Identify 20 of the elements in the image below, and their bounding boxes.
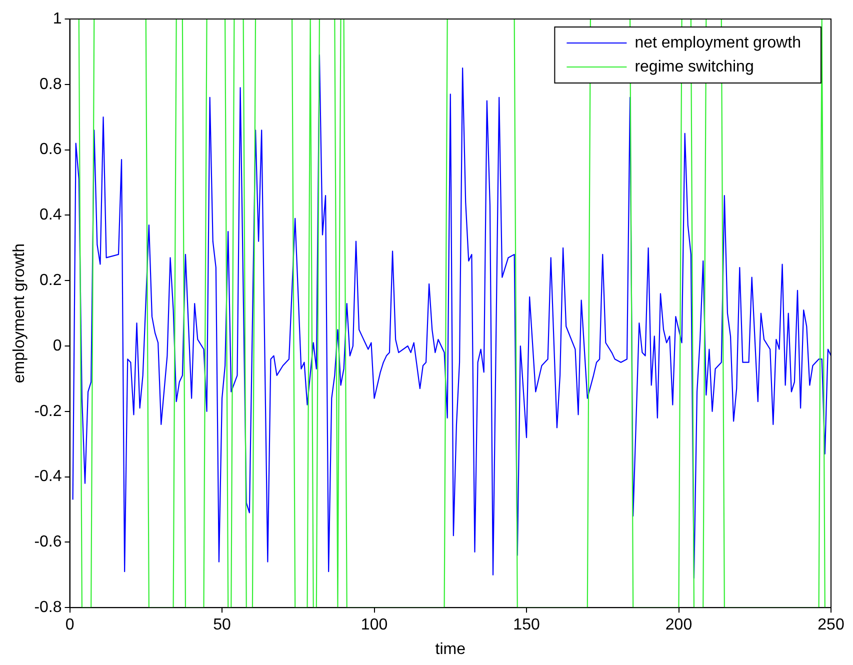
y-tick-label: -0.4: [34, 468, 62, 486]
y-tick-label: -0.6: [34, 534, 62, 551]
y-tick-label: 0.2: [40, 272, 62, 290]
legend-label: net employment growth: [634, 34, 802, 52]
x-axis-title: time: [435, 640, 466, 658]
x-tick-label: 250: [818, 616, 844, 634]
y-tick-label: -0.2: [34, 402, 62, 420]
x-tick-label: 50: [213, 616, 232, 634]
legend-label: regime switching: [634, 58, 754, 76]
x-tick-label: 0: [65, 616, 74, 634]
x-tick-label: 100: [360, 616, 388, 634]
y-axis-title: employment growth: [11, 243, 28, 384]
y-tick-label: -0.8: [34, 599, 62, 616]
x-tick-label: 200: [665, 616, 692, 634]
y-tick-label: 1: [52, 10, 62, 28]
y-tick-label: 0: [52, 337, 62, 354]
y-tick-label: 0.8: [40, 76, 62, 93]
y-tick-label: 0.6: [40, 141, 62, 158]
x-tick-label: 150: [513, 616, 540, 634]
y-tick-label: 0.4: [40, 206, 62, 224]
